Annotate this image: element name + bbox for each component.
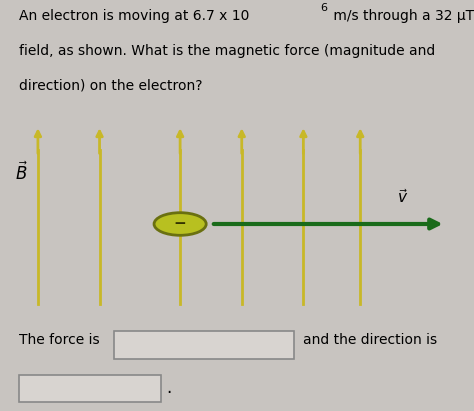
Text: m/s through a 32 μT magnetic: m/s through a 32 μT magnetic [329,9,474,23]
Text: The force is: The force is [19,333,100,347]
Text: $\vec{v}$: $\vec{v}$ [397,188,409,206]
FancyBboxPatch shape [114,331,294,358]
FancyBboxPatch shape [19,375,161,402]
Text: and the direction is: and the direction is [303,333,438,347]
Text: direction) on the electron?: direction) on the electron? [19,78,202,92]
Text: −: − [174,217,186,231]
Text: 6: 6 [320,3,327,14]
Text: An electron is moving at 6.7 x 10: An electron is moving at 6.7 x 10 [19,9,249,23]
Text: $\vec{B}$: $\vec{B}$ [15,162,28,184]
Text: field, as shown. What is the magnetic force (magnitude and: field, as shown. What is the magnetic fo… [19,44,435,58]
Circle shape [154,213,206,236]
Text: .: . [166,379,171,397]
